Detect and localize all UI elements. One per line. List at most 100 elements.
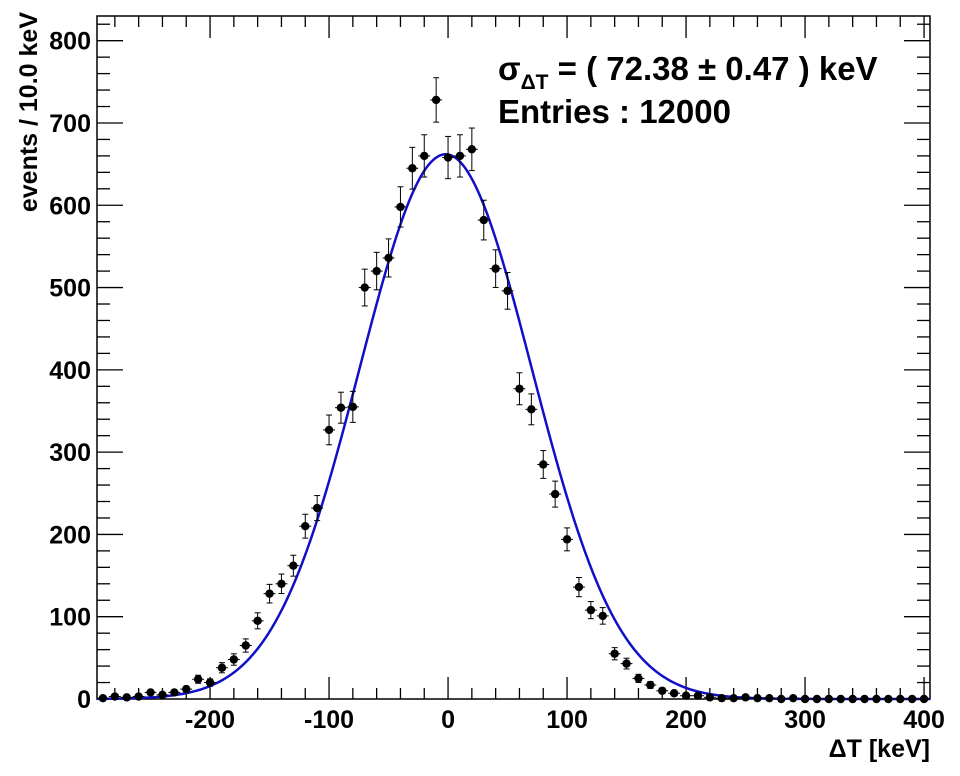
data-marker [289,561,298,570]
data-point [787,693,800,703]
data-marker [824,694,834,704]
data-point [132,692,145,701]
data-marker [729,693,738,703]
data-marker [146,688,155,697]
data-point [525,393,538,426]
entries-annotation: Entries : 12000 [498,93,731,130]
data-marker [98,693,108,703]
data-marker [658,686,667,695]
plot-border [96,15,931,700]
data-points-layer [97,77,930,704]
data-marker [277,579,286,588]
data-point [156,690,169,700]
data-marker [336,403,346,412]
x-tick-label: -100 [304,706,354,734]
data-marker [122,693,131,702]
data-point [216,662,228,674]
data-point [834,694,847,704]
data-point [192,674,205,684]
data-point [275,573,288,595]
data-marker [312,503,322,513]
data-marker [681,691,691,700]
data-marker [705,693,715,702]
data-point [906,694,919,704]
data-marker [503,286,512,296]
data-point [715,693,728,703]
y-tick-labels: 0 100 200 300 400 500 600 700 800 [49,28,91,714]
data-marker [348,402,358,412]
data-marker [205,678,215,687]
data-marker [467,145,477,154]
data-point [394,186,407,228]
data-point [680,691,692,700]
data-marker [550,489,560,499]
data-marker [420,151,429,161]
x-tick-label: 200 [665,706,707,734]
data-point [584,601,597,620]
data-marker [717,693,726,703]
data-point [894,694,907,704]
data-point [727,693,740,703]
data-marker [777,694,786,704]
y-tick-label: 0 [77,686,91,714]
data-marker [860,694,869,704]
data-marker [253,616,262,626]
data-point [299,513,312,539]
data-marker [800,694,810,704]
data-point [703,693,716,702]
data-marker [872,694,881,704]
data-point [323,414,335,446]
x-tick-label: 100 [546,706,588,734]
data-point [513,372,526,406]
data-marker [158,690,167,700]
data-marker [574,582,584,592]
data-marker [229,655,239,664]
data-point [346,390,359,423]
data-point [263,583,276,604]
data-point [406,146,419,190]
data-marker [622,659,631,668]
data-point [644,680,657,690]
data-marker [693,691,703,700]
data-point [501,272,514,310]
data-point [763,693,776,703]
x-tick-labels: -200 -100 0 100 200 300 400 [185,706,945,734]
data-marker [848,694,857,704]
data-marker [443,153,453,162]
data-marker [907,694,917,704]
y-tick-label: 800 [49,28,91,56]
data-point [561,527,573,552]
x-tick-label: 300 [784,706,826,734]
data-marker [788,693,798,703]
fit-curve-layer [96,153,930,701]
data-point [668,689,681,698]
data-point [882,694,895,704]
x-axis-title: ΔT [keV] [829,735,930,763]
data-point [204,678,216,687]
data-point [418,134,431,178]
sigma-value: = ( 72.38 ± 0.47 ) keV [549,50,878,87]
sigma-annotation: σΔT = ( 72.38 ± 0.47 ) keV [498,50,878,94]
plot-frame [96,15,931,700]
data-point [168,688,181,697]
data-marker [753,693,762,703]
data-marker [884,694,893,704]
data-point [335,391,347,424]
sigma-subscript: ΔT [521,71,549,94]
data-point [632,673,645,684]
data-marker [455,151,465,161]
data-point [811,694,823,704]
y-tick-label: 100 [49,604,91,632]
sigma-symbol: σ [498,50,521,87]
data-marker [896,694,905,704]
data-marker [384,253,393,263]
data-marker [301,521,310,531]
y-tick-label: 200 [49,521,91,549]
data-point [537,450,550,479]
data-marker [372,266,381,276]
data-point [739,693,752,702]
data-marker [408,164,417,173]
y-tick-label: 500 [49,275,91,303]
data-point [656,686,669,695]
